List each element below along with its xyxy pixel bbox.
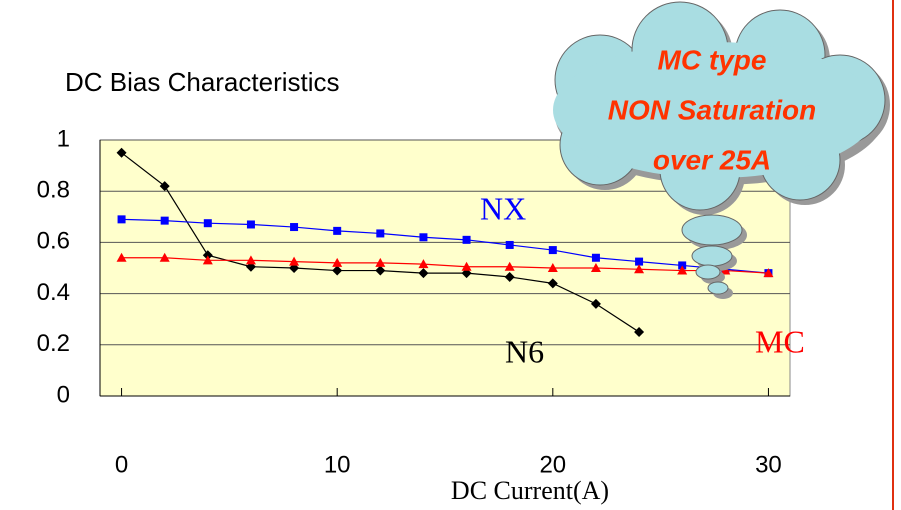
marker <box>204 219 212 227</box>
marker <box>118 215 126 223</box>
x-tick-label: 0 <box>115 451 128 478</box>
y-tick-label: 0.8 <box>37 177 70 204</box>
y-tick-label: 1 <box>57 125 70 152</box>
series-label: N6 <box>505 333 544 369</box>
marker <box>549 246 557 254</box>
marker <box>161 217 169 225</box>
marker <box>290 223 298 231</box>
x-tick-label: 20 <box>539 451 566 478</box>
series-label: MC <box>755 323 805 359</box>
x-tick-label: 30 <box>755 451 782 478</box>
series-label: NX <box>480 190 526 226</box>
y-tick-label: 0.6 <box>37 228 70 255</box>
chart-title: DC Bias Characteristics <box>65 67 340 97</box>
callout-text: NON Saturation <box>608 94 816 125</box>
y-tick-label: 0.2 <box>37 330 70 357</box>
callout-text: MC type <box>658 44 767 75</box>
chart: DC Bias Characteristics DC Current(A) 0 0… <box>0 0 901 510</box>
callout-text: over 25A <box>653 144 771 175</box>
x-axis-label: DC Current(A) <box>451 476 609 505</box>
x-tick-label: 10 <box>324 451 351 478</box>
y-tick-label: 0 <box>57 381 70 408</box>
marker <box>592 254 600 262</box>
marker <box>463 236 471 244</box>
y-tick-label: 0.4 <box>37 279 70 306</box>
marker <box>419 233 427 241</box>
marker <box>506 241 514 249</box>
marker <box>247 220 255 228</box>
marker <box>376 229 384 237</box>
marker <box>333 227 341 235</box>
